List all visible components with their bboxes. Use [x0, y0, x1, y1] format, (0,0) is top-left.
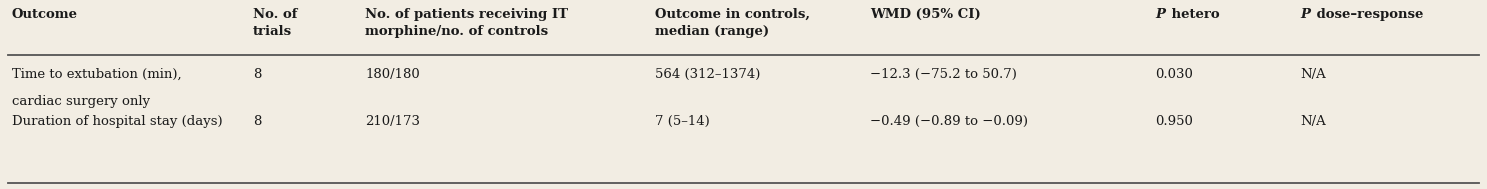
Text: 0.030: 0.030	[1155, 68, 1193, 81]
Text: hetero: hetero	[1167, 8, 1219, 21]
Text: cardiac surgery only: cardiac surgery only	[12, 95, 150, 108]
Text: −12.3 (−75.2 to 50.7): −12.3 (−75.2 to 50.7)	[870, 68, 1017, 81]
Text: WMD (95% CI): WMD (95% CI)	[870, 8, 981, 21]
Text: 8: 8	[253, 68, 262, 81]
Text: No. of
trials: No. of trials	[253, 8, 297, 38]
Text: Duration of hospital stay (days): Duration of hospital stay (days)	[12, 115, 223, 128]
Text: 180/180: 180/180	[364, 68, 419, 81]
Text: P: P	[1155, 8, 1164, 21]
Text: 8: 8	[253, 115, 262, 128]
Text: P: P	[1300, 8, 1310, 21]
Text: 210/173: 210/173	[364, 115, 419, 128]
Text: 564 (312–1374): 564 (312–1374)	[654, 68, 760, 81]
Text: Outcome in controls,
median (range): Outcome in controls, median (range)	[654, 8, 810, 38]
Text: N/A: N/A	[1300, 68, 1326, 81]
Text: Outcome: Outcome	[12, 8, 77, 21]
Text: dose–response: dose–response	[1312, 8, 1423, 21]
Text: 7 (5–14): 7 (5–14)	[654, 115, 709, 128]
Text: 0.950: 0.950	[1155, 115, 1193, 128]
Text: N/A: N/A	[1300, 115, 1326, 128]
Text: Time to extubation (min),: Time to extubation (min),	[12, 68, 181, 81]
Text: −0.49 (−0.89 to −0.09): −0.49 (−0.89 to −0.09)	[870, 115, 1028, 128]
Text: No. of patients receiving IT
morphine/no. of controls: No. of patients receiving IT morphine/no…	[364, 8, 568, 38]
